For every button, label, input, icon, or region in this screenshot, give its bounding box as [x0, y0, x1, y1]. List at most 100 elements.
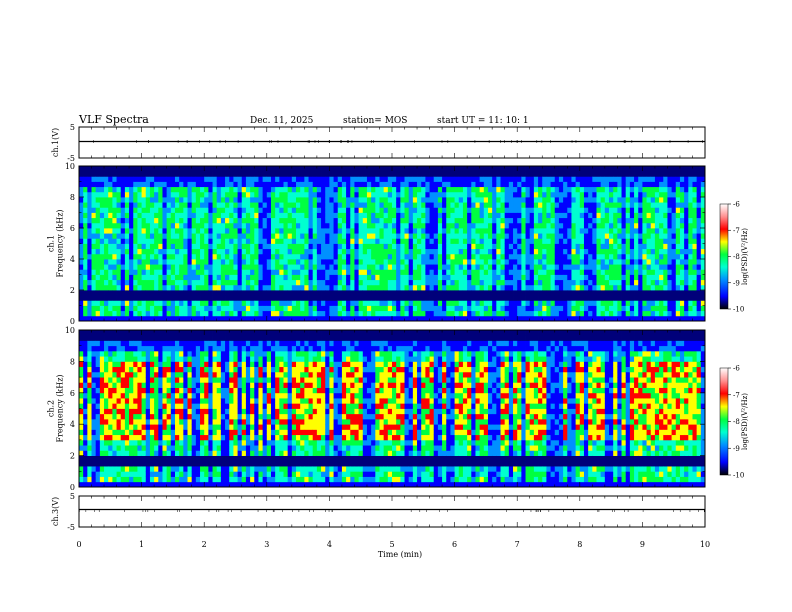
spectrogram-cell: [421, 217, 426, 224]
spectrogram-cell: [663, 238, 668, 244]
spectrogram-cell: [387, 166, 393, 172]
spectrogram-cell: [283, 191, 289, 198]
spectrogram-cell: [354, 228, 360, 234]
spectrogram-cell: [204, 222, 209, 229]
spectrogram-cell: [200, 176, 205, 182]
spectrogram-cell: [79, 460, 84, 467]
spectrogram-cell: [696, 176, 702, 182]
spectrogram-cell: [684, 279, 689, 286]
spectrogram-cell: [412, 191, 418, 198]
spectrogram-cell: [567, 274, 572, 281]
spectrogram-cell: [500, 181, 506, 188]
spectrogram-cell: [99, 403, 105, 409]
spectrogram-cell: [283, 269, 289, 275]
spectrogram-cell: [296, 310, 301, 317]
spectrogram-cell: [333, 305, 339, 312]
spectrogram-cell: [112, 207, 117, 213]
spectrogram-cell: [546, 253, 551, 260]
spectrogram-cell: [646, 310, 652, 317]
spectrogram-cell: [379, 207, 385, 213]
spectrogram-cell: [425, 217, 430, 224]
spectrogram-cell: [300, 274, 305, 281]
spectrogram-cell: [396, 290, 401, 296]
spectrogram-cell: [187, 233, 193, 239]
spectrogram-cell: [404, 284, 410, 291]
spectrogram-cell: [362, 253, 368, 260]
spectrogram-cell: [575, 233, 581, 239]
spectrogram-cell: [425, 212, 430, 219]
spectrogram-cell: [471, 295, 476, 301]
spectrogram-cell: [124, 181, 130, 188]
spectrogram-cell: [392, 284, 397, 291]
spectrogram-cell: [417, 269, 422, 275]
spectrogram-cell: [663, 274, 668, 281]
spectrogram-cell: [392, 171, 397, 177]
spectrogram-cell: [684, 315, 689, 322]
spectrogram-cell: [604, 202, 610, 208]
spectrogram-cell: [408, 264, 414, 270]
spectrogram-cell: [454, 253, 460, 260]
spectrogram-cell: [454, 295, 460, 301]
spectrogram-cell: [529, 284, 535, 291]
spectrogram-cell: [229, 181, 234, 188]
spectrogram-cell: [254, 264, 259, 270]
spectrogram-cell: [659, 166, 664, 172]
spectrogram-cell: [629, 181, 635, 188]
spectrogram-cell: [467, 315, 472, 322]
spectrogram-cell: [437, 217, 443, 224]
spectrogram-cell: [262, 181, 268, 188]
spectrogram-cell: [191, 279, 197, 286]
spectrogram-cell: [375, 279, 380, 286]
spectrogram-cell: [483, 202, 489, 208]
spectrogram-cell: [542, 202, 547, 208]
spectrogram-cell: [79, 439, 84, 446]
spectrogram-cell: [475, 253, 481, 260]
spectrogram-cell: [108, 176, 113, 182]
spectrogram-cell: [262, 243, 268, 250]
spectrogram-cell: [99, 191, 105, 198]
spectrogram-cell: [538, 243, 543, 250]
spectrogram-cell: [216, 310, 222, 317]
spectrogram-cell: [442, 315, 447, 322]
spectrogram-cell: [567, 207, 572, 213]
spectrogram-cell: [621, 310, 627, 317]
spectrogram-cell: [525, 233, 531, 239]
spectrogram-cell: [533, 295, 539, 301]
spectrogram-cell: [613, 207, 618, 213]
spectrogram-cell: [237, 305, 243, 312]
spectrogram-cell: [162, 222, 168, 229]
spectrogram-cell: [392, 264, 397, 270]
y-tick-label: 5: [70, 123, 75, 132]
spectrogram-cell: [154, 310, 159, 317]
spectrogram-cell: [679, 284, 685, 291]
spectrogram-cell: [604, 243, 610, 250]
spectrogram-cell: [609, 264, 614, 270]
spectrogram-cell: [112, 233, 117, 239]
spectrogram-cell: [700, 243, 706, 250]
spectrogram-cell: [654, 233, 660, 239]
spectrogram-cell: [187, 310, 193, 317]
spectrogram-cell: [408, 207, 414, 213]
spectrogram-cell: [450, 264, 455, 270]
spectrogram-cell: [229, 310, 234, 317]
spectrogram-cell: [166, 197, 172, 203]
spectrogram-cell: [379, 269, 385, 275]
spectrogram-cell: [437, 222, 443, 229]
spectrogram-cell: [91, 382, 97, 388]
spectrogram-cell: [133, 284, 138, 291]
spectrogram-cell: [129, 259, 134, 265]
spectrogram-cell: [87, 253, 92, 260]
spectrogram-cell: [521, 274, 526, 281]
spectrogram-cell: [696, 186, 702, 193]
spectrogram-cell: [158, 217, 163, 224]
spectrogram-cell: [149, 207, 155, 213]
spectrogram-cell: [592, 222, 597, 229]
spectrogram-cell: [250, 181, 255, 188]
spectrogram-cell: [145, 171, 151, 177]
spectrogram-cell: [237, 233, 243, 239]
spectrogram-cell: [350, 212, 355, 219]
spectrogram-cell: [387, 274, 393, 281]
spectrogram-cell: [296, 300, 301, 306]
spectrogram-cell: [195, 171, 201, 177]
spectrogram-cell: [412, 243, 418, 250]
